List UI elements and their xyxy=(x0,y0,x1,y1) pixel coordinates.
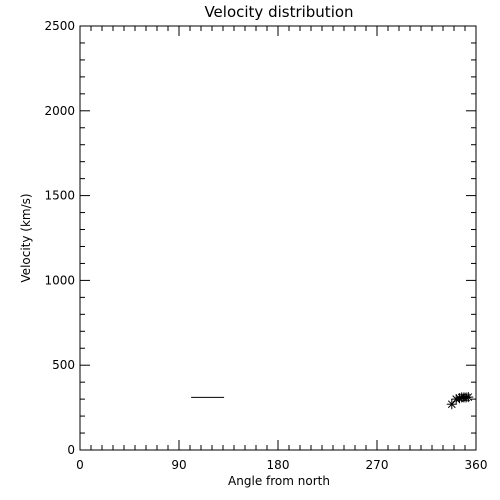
x-tick-label: 360 xyxy=(465,458,488,472)
major-ticks xyxy=(79,25,477,451)
minor-ticks xyxy=(80,26,476,450)
x-tick-label: 90 xyxy=(171,458,186,472)
y-tick-label: 2500 xyxy=(44,19,75,33)
data-point xyxy=(463,392,474,403)
x-tick-label: 0 xyxy=(76,458,84,472)
x-axis-label: Angle from north xyxy=(228,474,330,488)
plot-frame xyxy=(79,25,477,451)
x-tick-label: 270 xyxy=(366,458,389,472)
y-tick-label: 1000 xyxy=(44,273,75,287)
y-tick-label: 0 xyxy=(67,443,75,457)
y-tick-label: 2000 xyxy=(44,104,75,118)
data-point-stroke xyxy=(464,393,473,401)
chart-title: Velocity distribution xyxy=(204,3,353,21)
y-tick-label: 1500 xyxy=(44,189,75,203)
y-tick-label: 500 xyxy=(52,358,75,372)
y-axis-label: Velocity (km/s) xyxy=(19,193,33,282)
x-tick-labels: 0 90 180 270 360 xyxy=(76,458,487,472)
x-tick-label: 180 xyxy=(267,458,290,472)
y-tick-labels: 0 500 1000 1500 2000 2500 xyxy=(44,19,75,457)
data-points xyxy=(446,392,474,410)
